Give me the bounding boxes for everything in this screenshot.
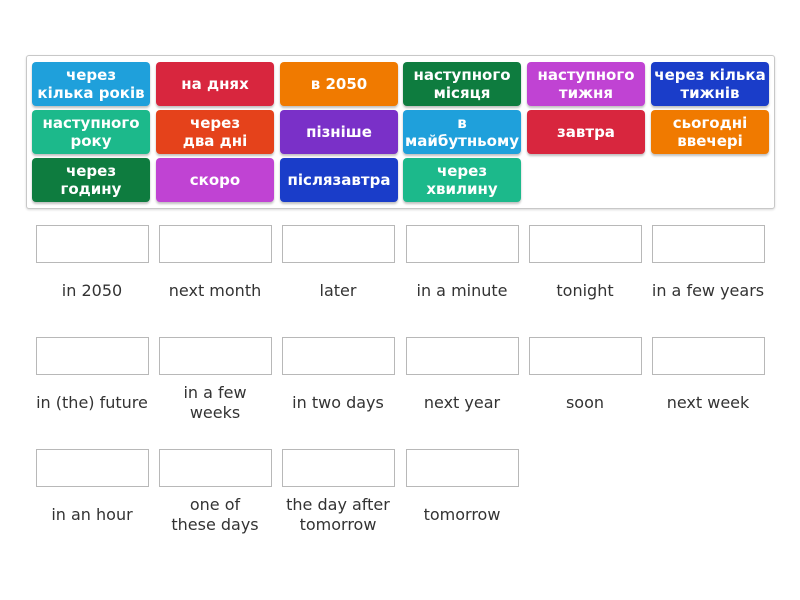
target-label: next month (168, 281, 262, 300)
target-label: tomorrow (423, 505, 501, 524)
word-tile[interactable]: скоро (156, 158, 274, 202)
drop-box[interactable] (652, 225, 765, 263)
drop-box[interactable] (406, 337, 519, 375)
drop-box[interactable] (159, 337, 272, 375)
target-label: in a few years (651, 281, 765, 300)
target-label: in (the) future (36, 393, 148, 412)
tile-tray (26, 55, 775, 209)
drop-box[interactable] (159, 449, 272, 487)
word-tile[interactable]: післязавтра (280, 158, 398, 202)
drop-box[interactable] (406, 225, 519, 263)
target-label: in a minute (416, 281, 508, 300)
drop-box[interactable] (36, 449, 149, 487)
word-tile[interactable]: пізніше (280, 110, 398, 154)
word-tile[interactable]: через два дні (156, 110, 274, 154)
drop-box[interactable] (529, 225, 642, 263)
word-tile[interactable]: через хвилину (403, 158, 521, 202)
target-label: soon (565, 393, 605, 412)
drop-box[interactable] (406, 449, 519, 487)
word-tile[interactable]: завтра (527, 110, 645, 154)
word-tile[interactable]: наступного місяця (403, 62, 521, 106)
word-tile[interactable]: в майбутньому (403, 110, 521, 154)
target-label: next week (666, 393, 750, 412)
word-tile[interactable]: наступного тижня (527, 62, 645, 106)
word-tile[interactable]: в 2050 (280, 62, 398, 106)
target-label: later (319, 281, 357, 300)
drop-box[interactable] (652, 337, 765, 375)
drop-box[interactable] (282, 337, 395, 375)
drop-box[interactable] (529, 337, 642, 375)
target-label: tonight (556, 281, 614, 300)
drop-box[interactable] (282, 225, 395, 263)
target-label: the day after tomorrow (286, 495, 390, 534)
drop-box[interactable] (36, 225, 149, 263)
word-tile[interactable]: через кілька років (32, 62, 150, 106)
word-tile[interactable]: через годину (32, 158, 150, 202)
target-label: in 2050 (61, 281, 123, 300)
word-tile[interactable]: на днях (156, 62, 274, 106)
word-tile[interactable]: наступного року (32, 110, 150, 154)
drop-box[interactable] (282, 449, 395, 487)
target-label: next year (423, 393, 501, 412)
drop-box[interactable] (36, 337, 149, 375)
target-label: in a few weeks (183, 383, 247, 422)
target-label: in two days (292, 393, 384, 412)
target-label: in an hour (51, 505, 133, 524)
word-tile[interactable]: сьогодні ввечері (651, 110, 769, 154)
target-label: one of these days (171, 495, 259, 534)
drop-box[interactable] (159, 225, 272, 263)
word-tile[interactable]: через кілька тижнів (651, 62, 769, 106)
